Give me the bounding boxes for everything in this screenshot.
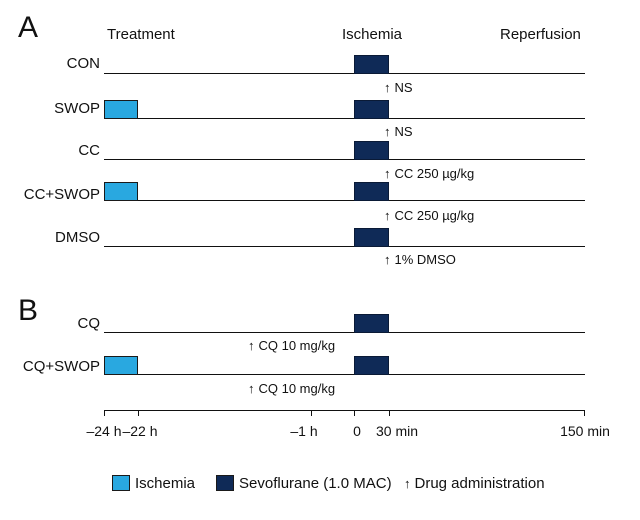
legend-ischemia-swatch (112, 475, 130, 491)
tick-minus-1h (311, 410, 312, 416)
row-label-cq: CQ (77, 315, 101, 332)
legend-ischemia-label: Ischemia (135, 475, 196, 492)
timeline-dmso (104, 246, 585, 247)
drug-cq: ↑ CQ 10 mg/kg (248, 338, 336, 353)
arrow-up-icon: ↑ (404, 476, 411, 491)
row-label-dmso: DMSO (55, 229, 100, 246)
time-axis (104, 410, 585, 411)
tick-label-minus-22h: –22 h (122, 423, 158, 439)
arrow-up-icon: ↑ (384, 124, 391, 139)
row-label-cq-swop: CQ+SWOP (22, 358, 100, 375)
tick-150min (584, 410, 585, 416)
sevo-block-cc-swop (354, 182, 389, 201)
tick-label-30min: 30 min (375, 423, 419, 439)
arrow-up-icon: ↑ (384, 252, 391, 267)
timeline-cc-swop (104, 200, 585, 201)
arrow-up-icon: ↑ (248, 338, 255, 353)
ischemia-block-swop (104, 100, 138, 119)
tick-30min (389, 410, 390, 416)
tick-minus-24h (104, 410, 105, 416)
drug-cc: ↑ CC 250 µg/kg (384, 166, 475, 181)
arrow-up-icon: ↑ (384, 166, 391, 181)
sevo-block-cq (354, 314, 389, 333)
arrow-up-icon: ↑ (384, 208, 391, 223)
tick-label-minus-24h: –24 h (86, 423, 122, 439)
timeline-cq-swop (104, 374, 585, 375)
arrow-up-icon: ↑ (248, 381, 255, 396)
phase-ischemia: Ischemia (342, 26, 403, 43)
timeline-con (104, 73, 585, 74)
drug-cq-swop: ↑ CQ 10 mg/kg (248, 381, 336, 396)
sevo-block-dmso (354, 228, 389, 247)
legend-sevo-label: Sevoflurane (1.0 MAC) (239, 475, 392, 492)
sevo-block-swop (354, 100, 389, 119)
row-label-con: CON (66, 55, 100, 72)
tick-minus-22h (138, 410, 139, 416)
drug-swop: ↑ NS (384, 124, 413, 139)
drug-cc-swop: ↑ CC 250 µg/kg (384, 208, 475, 223)
timeline-cc (104, 159, 585, 160)
timeline-swop (104, 118, 585, 119)
legend-sevo-swatch (216, 475, 234, 491)
sevo-block-cq-swop (354, 356, 389, 375)
tick-label-minus-1h: –1 h (290, 423, 318, 439)
phase-reperfusion: Reperfusion (500, 26, 581, 43)
sevo-block-cc (354, 141, 389, 160)
arrow-up-icon: ↑ (384, 80, 391, 95)
phase-treatment: Treatment (107, 26, 175, 43)
tick-zero (354, 410, 355, 416)
drug-dmso: ↑ 1% DMSO (384, 252, 456, 267)
row-label-cc-swop: CC+SWOP (23, 186, 100, 203)
ischemia-block-cc-swop (104, 182, 138, 201)
tick-label-150min: 150 min (560, 423, 610, 439)
panel-label-a: A (18, 11, 39, 44)
sevo-block-con (354, 55, 389, 74)
drug-con: ↑ NS (384, 80, 413, 95)
panel-label-b: B (18, 294, 39, 327)
legend-drug: ↑ Drug administration (404, 475, 545, 492)
row-label-swop: SWOP (54, 100, 100, 117)
ischemia-block-cq-swop (104, 356, 138, 375)
row-label-cc: CC (78, 142, 100, 159)
timeline-cq (104, 332, 585, 333)
tick-label-zero: 0 (353, 423, 361, 439)
